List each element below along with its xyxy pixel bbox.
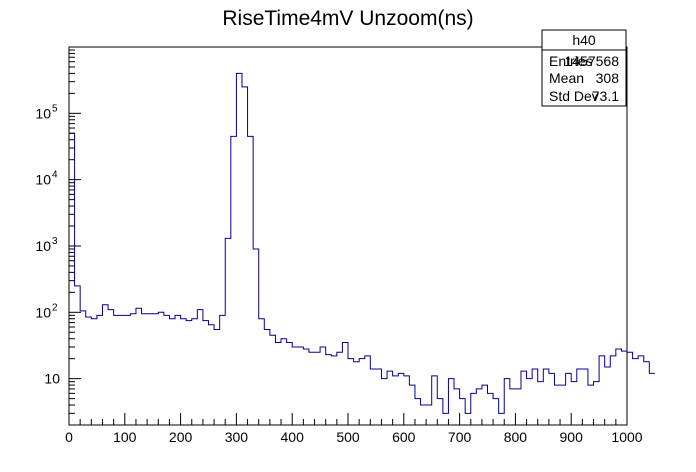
stats-stddev-label: Std Dev	[549, 88, 599, 104]
stats-box-frame	[541, 29, 627, 107]
stats-mean-value: 308	[596, 70, 620, 86]
y-tick-label: 10	[44, 371, 60, 387]
y-tick-exponent: 3	[52, 236, 58, 247]
x-tick-label: 400	[281, 429, 305, 445]
histogram-series	[69, 72, 655, 414]
x-tick-label: 200	[169, 429, 193, 445]
y-tick-label: 10	[35, 238, 51, 254]
x-tick-label: 100	[113, 429, 137, 445]
x-tick-label: 900	[560, 429, 584, 445]
stats-box-title: h40	[572, 32, 596, 48]
y-tick-exponent: 5	[52, 103, 58, 114]
plot-frame	[68, 46, 628, 426]
stats-mean-label: Mean	[549, 70, 584, 86]
x-tick-label: 600	[392, 429, 416, 445]
x-tick-label: 1000	[611, 429, 642, 445]
y-tick-label: 10	[35, 105, 51, 121]
stats-entries-value: 1457568	[564, 53, 619, 69]
chart-title: RiseTime4mV Unzoom(ns)	[222, 7, 473, 30]
x-tick-label: 300	[225, 429, 249, 445]
y-tick-label: 10	[35, 172, 51, 188]
stats-stddev-value: 73.1	[592, 88, 619, 104]
y-tick-exponent: 2	[52, 302, 58, 313]
x-tick-label: 700	[448, 429, 472, 445]
x-tick-label: 0	[65, 429, 73, 445]
x-tick-label: 800	[504, 429, 528, 445]
y-tick-label: 10	[35, 304, 51, 320]
x-tick-label: 500	[336, 429, 360, 445]
stats-box: h40 Entries 1457568 Mean 308 Std Dev 73.…	[541, 29, 627, 107]
stats-entries-label: Entries	[549, 53, 593, 69]
y-tick-exponent: 4	[52, 170, 58, 181]
